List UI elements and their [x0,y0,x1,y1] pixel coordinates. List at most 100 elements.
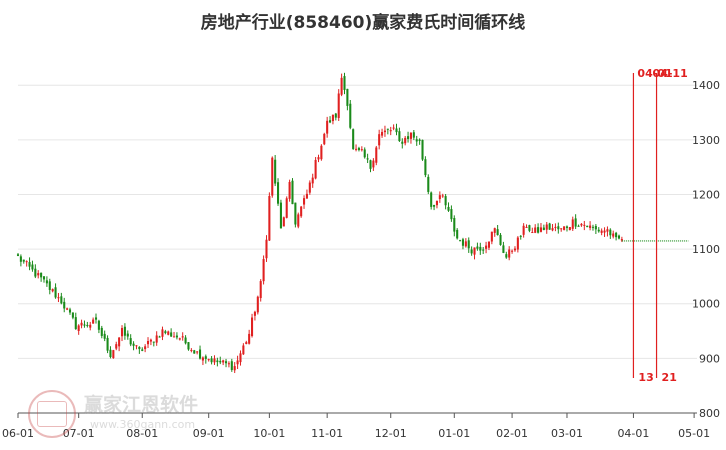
candle-body [401,141,404,144]
candle-body [253,311,256,316]
candle-body [516,237,519,250]
candle-body [242,345,245,355]
candle-body [511,250,514,252]
candle-body [25,261,28,263]
candle-body [201,357,204,361]
candle-body [369,160,372,169]
candle-body [239,353,242,363]
candle-body [435,200,438,206]
candle-body [352,129,355,149]
candle-body [381,132,384,136]
x-tick-label: 04-01 [617,427,649,440]
candle-body [274,159,277,184]
x-tick-label: 02-01 [496,427,528,440]
candle-body [71,312,74,318]
x-tick-label: 12-01 [375,427,407,440]
candle-body [210,358,213,363]
candle-body [16,254,20,256]
candle-body [198,349,202,359]
candle-body [34,268,37,277]
candle-body [297,214,300,227]
candle-body [152,341,155,343]
candle-body [447,206,450,211]
x-tick-label: 01-01 [438,427,470,440]
candle-body [126,333,129,337]
candle-body [617,235,621,239]
candle-body [508,249,511,258]
candle-body [485,245,488,249]
x-tick-label: 07-01 [63,427,95,440]
candle-body [57,297,60,299]
candle-body [557,226,560,230]
chart-title: 房地产行业(858460)赢家费氏时间循环线 [200,13,526,33]
candle-body [375,147,378,163]
candle-body [554,226,557,228]
candle-body [320,145,323,160]
candle-body [285,198,288,218]
candle-body [193,350,196,354]
candle-body [146,341,150,345]
x-tick-label: 03-01 [551,427,583,440]
candle-body [167,331,170,335]
candle-body [357,147,360,151]
x-tick-label: 06-01 [2,427,34,440]
candle-body [499,234,502,245]
candle-body [568,227,571,231]
candle-body [103,333,106,339]
x-tick-label: 10-01 [253,427,285,440]
candle-body [63,301,66,309]
candle-body [444,196,447,206]
candle-body [115,344,118,349]
candle-body [271,157,274,196]
y-tick-label: 800 [699,407,720,420]
candle-body [294,202,297,225]
candle-body [539,227,543,232]
candle-body [233,366,236,371]
candle-body [334,113,337,118]
candle-body [265,239,268,259]
candle-body [565,226,569,228]
candle-body [438,195,441,200]
candle-body [496,229,499,236]
candle-body [574,218,577,227]
candle-body [378,134,381,146]
candle-body [317,157,320,160]
candle-body [314,159,317,179]
candle-body [528,225,531,231]
candle-body [591,226,595,228]
candle-body [464,241,467,247]
candle-body [513,248,517,251]
candle-body [207,359,210,361]
candle-body [248,333,251,344]
y-tick-label: 1100 [692,243,720,256]
candle-body [268,196,271,241]
candle-body [213,358,216,363]
y-tick-label: 1200 [692,188,720,201]
candle-body [129,338,132,345]
candle-body [548,223,551,230]
candle-body [227,363,230,365]
candle-body [453,217,456,232]
axes-group: 800 900 1000 1100 1200 1300 1400 06-01 07-01 08-0… [2,79,720,440]
candle-body [600,230,603,233]
candle-body [282,217,285,227]
candle-body [360,149,363,151]
watermark-seal-icon [28,390,76,438]
candle-body [337,93,340,118]
candle-body [31,264,34,270]
candle-body [467,240,470,249]
candle-body [308,182,311,193]
candle-body [456,229,459,239]
candle-body [383,130,386,133]
candle-body [45,280,48,284]
candle-body [329,120,332,123]
candle-body [476,246,479,249]
candle-body [487,241,491,248]
candle-body [603,230,606,233]
candle-body [589,225,592,228]
candle-body [141,349,144,351]
candle-body [83,324,86,326]
candle-body [534,227,537,233]
candle-body [161,329,164,337]
